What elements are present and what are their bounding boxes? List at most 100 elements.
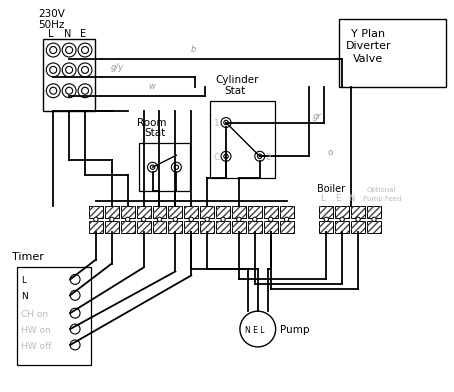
Bar	[153, 206, 167, 218]
Text: b: b	[190, 45, 196, 54]
Circle shape	[240, 311, 276, 347]
Circle shape	[70, 290, 80, 300]
Text: o: o	[327, 148, 333, 157]
Bar	[168, 221, 183, 233]
Bar	[335, 206, 349, 218]
Bar	[121, 206, 135, 218]
Bar	[138, 143, 190, 191]
Bar	[168, 206, 183, 218]
Bar	[319, 221, 333, 233]
Circle shape	[50, 47, 57, 54]
Bar	[339, 19, 446, 87]
Bar	[216, 206, 230, 218]
Text: gr: gr	[312, 112, 321, 121]
Bar	[264, 206, 278, 218]
Circle shape	[172, 162, 181, 172]
Bar	[280, 206, 294, 218]
Bar	[184, 206, 198, 218]
Circle shape	[257, 154, 262, 158]
Circle shape	[340, 217, 345, 221]
Bar	[216, 221, 230, 233]
Circle shape	[62, 63, 76, 77]
Bar	[351, 221, 365, 233]
Circle shape	[66, 47, 73, 54]
Circle shape	[46, 43, 60, 57]
Circle shape	[66, 87, 73, 94]
Circle shape	[82, 87, 89, 94]
Bar	[153, 206, 167, 218]
Text: Diverter: Diverter	[346, 41, 392, 51]
Bar	[264, 221, 278, 233]
Text: g/y: g/y	[111, 63, 124, 72]
Text: N: N	[21, 292, 28, 301]
Bar	[216, 221, 230, 233]
Circle shape	[46, 84, 60, 98]
Bar	[168, 206, 183, 218]
Text: HW off: HW off	[21, 342, 52, 351]
Text: Stat: Stat	[224, 86, 245, 96]
Text: 230V: 230V	[38, 9, 65, 19]
Text: w: w	[148, 82, 155, 91]
Bar	[210, 101, 275, 178]
Circle shape	[62, 84, 76, 98]
Bar	[105, 221, 119, 233]
Circle shape	[62, 43, 76, 57]
Bar	[153, 221, 167, 233]
Bar	[351, 206, 365, 218]
Circle shape	[356, 217, 360, 221]
Bar	[280, 206, 294, 218]
Text: E: E	[80, 29, 86, 39]
Circle shape	[148, 162, 158, 172]
Text: Valve: Valve	[353, 54, 383, 64]
Text: 2: 2	[266, 153, 271, 162]
Circle shape	[70, 324, 80, 334]
Circle shape	[50, 87, 57, 94]
Circle shape	[82, 66, 89, 73]
Bar	[248, 206, 262, 218]
Circle shape	[255, 151, 265, 161]
Bar	[137, 206, 151, 218]
Bar	[248, 221, 262, 233]
Text: L: L	[321, 194, 325, 203]
Text: Y Plan: Y Plan	[351, 29, 385, 39]
Circle shape	[78, 63, 92, 77]
Circle shape	[372, 217, 376, 221]
Bar	[280, 221, 294, 233]
Circle shape	[324, 217, 329, 221]
Bar	[232, 221, 246, 233]
Circle shape	[174, 165, 178, 169]
Text: CH on: CH on	[21, 310, 49, 319]
Circle shape	[94, 217, 98, 221]
Text: L: L	[48, 29, 54, 39]
Bar	[137, 206, 151, 218]
Text: Cylinder: Cylinder	[215, 75, 259, 85]
Bar	[184, 221, 198, 233]
Text: Boiler: Boiler	[317, 184, 345, 194]
Circle shape	[70, 274, 80, 284]
Circle shape	[268, 217, 273, 221]
Bar	[168, 221, 183, 233]
Text: Optional: Optional	[367, 187, 396, 193]
Text: Pump Feed: Pump Feed	[363, 196, 401, 202]
Bar	[319, 221, 333, 233]
Bar	[105, 206, 119, 218]
Text: Pump: Pump	[280, 325, 309, 335]
Bar	[200, 221, 214, 233]
Bar	[248, 206, 262, 218]
Text: Room: Room	[137, 118, 166, 127]
Circle shape	[125, 217, 130, 221]
Circle shape	[78, 43, 92, 57]
Bar	[367, 221, 381, 233]
Text: C: C	[213, 153, 219, 162]
Bar	[232, 221, 246, 233]
Text: N: N	[64, 29, 72, 39]
Bar	[319, 206, 333, 218]
Bar	[248, 221, 262, 233]
Bar	[105, 206, 119, 218]
Circle shape	[205, 217, 209, 221]
Text: E: E	[335, 194, 340, 203]
Circle shape	[109, 217, 114, 221]
Bar	[89, 206, 103, 218]
Text: HW on: HW on	[21, 326, 51, 335]
Circle shape	[46, 63, 60, 77]
